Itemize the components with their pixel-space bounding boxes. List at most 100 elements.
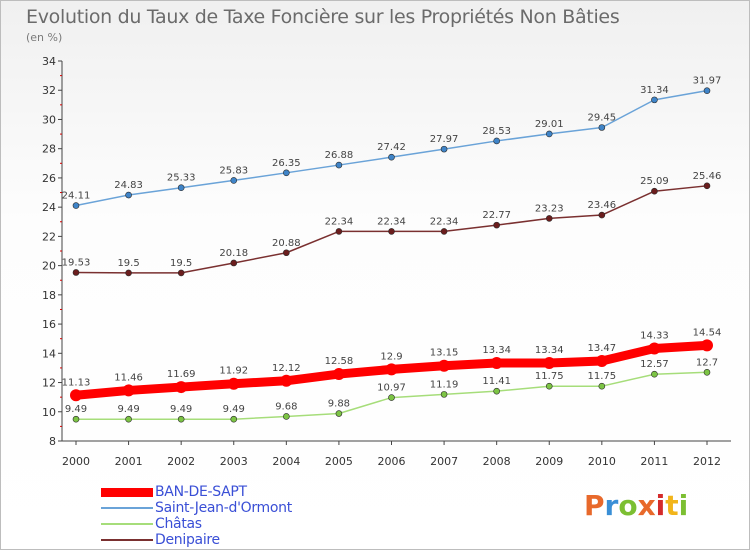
data-point-ban-de-sapt bbox=[490, 356, 503, 369]
x-tick-label: 2007 bbox=[430, 455, 458, 468]
data-label-saint-jean-d-ormont: 31.34 bbox=[640, 85, 669, 96]
data-point-ch-tas bbox=[598, 382, 606, 390]
data-label-denipaire: 23.46 bbox=[588, 200, 617, 211]
data-label-saint-jean-d-ormont: 24.11 bbox=[62, 191, 91, 202]
data-point-saint-jean-d-ormont bbox=[335, 161, 343, 169]
data-point-ch-tas bbox=[230, 415, 238, 423]
y-tick-label: 14 bbox=[42, 347, 56, 360]
data-label-ban-de-sapt: 13.34 bbox=[535, 345, 564, 356]
data-label-denipaire: 23.23 bbox=[535, 203, 564, 214]
y-tick-label: 12 bbox=[42, 377, 56, 390]
data-label-ch-tas: 9.49 bbox=[65, 404, 87, 415]
data-point-denipaire bbox=[703, 182, 711, 190]
data-label-saint-jean-d-ormont: 26.88 bbox=[325, 150, 354, 161]
data-point-denipaire bbox=[125, 269, 132, 277]
data-label-ban-de-sapt: 11.69 bbox=[167, 369, 196, 380]
data-label-denipaire: 20.88 bbox=[272, 238, 301, 249]
data-point-ch-tas bbox=[703, 369, 711, 376]
x-tick-label: 2009 bbox=[535, 455, 563, 468]
data-label-denipaire: 20.18 bbox=[219, 248, 248, 259]
data-point-saint-jean-d-ormont bbox=[125, 191, 132, 199]
data-label-ch-tas: 9.88 bbox=[328, 399, 350, 410]
y-tick-label: 24 bbox=[42, 201, 56, 214]
data-point-ban-de-sapt bbox=[438, 359, 451, 372]
data-point-saint-jean-d-ormont bbox=[703, 87, 711, 94]
x-tick-label: 2000 bbox=[62, 455, 90, 468]
data-label-ch-tas: 11.75 bbox=[535, 371, 564, 382]
y-tick-label: 10 bbox=[42, 406, 56, 419]
data-label-ban-de-sapt: 12.58 bbox=[325, 356, 354, 367]
data-point-ch-tas bbox=[440, 391, 448, 398]
data-label-denipaire: 19.53 bbox=[62, 257, 91, 268]
chart-subtitle: (en %) bbox=[26, 31, 63, 44]
data-label-saint-jean-d-ormont: 29.01 bbox=[535, 119, 564, 130]
data-point-denipaire bbox=[545, 215, 553, 222]
legend-label: Saint-Jean-d'Ormont bbox=[155, 500, 292, 516]
data-point-saint-jean-d-ormont bbox=[72, 202, 80, 209]
data-label-ch-tas: 11.75 bbox=[588, 371, 617, 382]
x-tick-label: 2002 bbox=[167, 455, 195, 468]
data-label-ban-de-sapt: 11.92 bbox=[219, 366, 248, 377]
logo-letter: i bbox=[678, 489, 689, 522]
data-label-ban-de-sapt: 11.46 bbox=[114, 372, 143, 383]
data-point-ban-de-sapt bbox=[385, 363, 398, 376]
legend-label: Châtas bbox=[155, 516, 202, 532]
data-label-ban-de-sapt: 13.15 bbox=[430, 348, 459, 359]
y-tick-label: 8 bbox=[49, 435, 56, 448]
logo-letter: r bbox=[604, 489, 619, 522]
data-point-ch-tas bbox=[283, 413, 290, 420]
data-point-ch-tas bbox=[72, 415, 80, 423]
data-label-saint-jean-d-ormont: 27.97 bbox=[430, 134, 459, 145]
x-tick-label: 2003 bbox=[220, 455, 248, 468]
data-label-denipaire: 22.34 bbox=[377, 216, 406, 227]
data-point-denipaire bbox=[388, 228, 395, 235]
data-label-saint-jean-d-ormont: 25.33 bbox=[167, 173, 196, 184]
data-label-ch-tas: 11.19 bbox=[430, 379, 459, 390]
x-tick-label: 2008 bbox=[483, 455, 511, 468]
data-point-saint-jean-d-ormont bbox=[388, 153, 395, 161]
data-point-denipaire bbox=[598, 211, 606, 219]
chart-title: Evolution du Taux de Taxe Foncière sur l… bbox=[26, 6, 620, 28]
data-label-ban-de-sapt: 14.54 bbox=[693, 327, 722, 338]
x-tick-label: 2010 bbox=[588, 455, 616, 468]
data-point-ban-de-sapt bbox=[701, 339, 713, 352]
data-label-ban-de-sapt: 13.47 bbox=[588, 343, 617, 354]
logo-letter: o bbox=[618, 489, 638, 522]
data-point-denipaire bbox=[283, 249, 290, 257]
data-label-ch-tas: 9.49 bbox=[117, 404, 139, 415]
x-tick-label: 2006 bbox=[378, 455, 406, 468]
data-label-ban-de-sapt: 13.34 bbox=[482, 345, 511, 356]
legend-swatch bbox=[101, 487, 153, 497]
data-point-ban-de-sapt bbox=[332, 368, 345, 381]
x-tick-label: 2004 bbox=[272, 455, 300, 468]
data-point-denipaire bbox=[177, 269, 185, 277]
data-point-ch-tas bbox=[388, 394, 395, 401]
data-point-saint-jean-d-ormont bbox=[283, 169, 290, 177]
data-point-ban-de-sapt bbox=[122, 384, 135, 397]
y-tick-label: 32 bbox=[42, 84, 56, 97]
data-point-ban-de-sapt bbox=[70, 389, 82, 402]
data-point-denipaire bbox=[440, 228, 448, 235]
y-tick-label: 28 bbox=[42, 143, 56, 156]
data-point-ban-de-sapt bbox=[280, 374, 293, 387]
data-point-ch-tas bbox=[335, 410, 343, 417]
data-label-denipaire: 19.5 bbox=[117, 258, 139, 269]
data-point-denipaire bbox=[651, 187, 658, 195]
logo-letter: t bbox=[665, 489, 679, 522]
y-tick-label: 26 bbox=[42, 172, 56, 185]
legend-label: Denipaire bbox=[155, 532, 220, 548]
data-point-saint-jean-d-ormont bbox=[651, 96, 658, 104]
data-label-saint-jean-d-ormont: 28.53 bbox=[482, 126, 511, 137]
data-label-denipaire: 22.34 bbox=[325, 216, 354, 227]
x-tick-label: 2001 bbox=[115, 455, 143, 468]
data-label-ch-tas: 12.57 bbox=[640, 359, 669, 370]
y-tick-label: 22 bbox=[42, 230, 56, 243]
data-label-ban-de-sapt: 12.9 bbox=[380, 351, 402, 362]
data-label-saint-jean-d-ormont: 26.35 bbox=[272, 158, 301, 169]
x-tick-label: 2011 bbox=[640, 455, 668, 468]
data-point-denipaire bbox=[335, 228, 343, 235]
data-point-denipaire bbox=[72, 269, 80, 276]
data-label-denipaire: 19.5 bbox=[170, 258, 192, 269]
data-label-saint-jean-d-ormont: 25.83 bbox=[219, 165, 248, 176]
